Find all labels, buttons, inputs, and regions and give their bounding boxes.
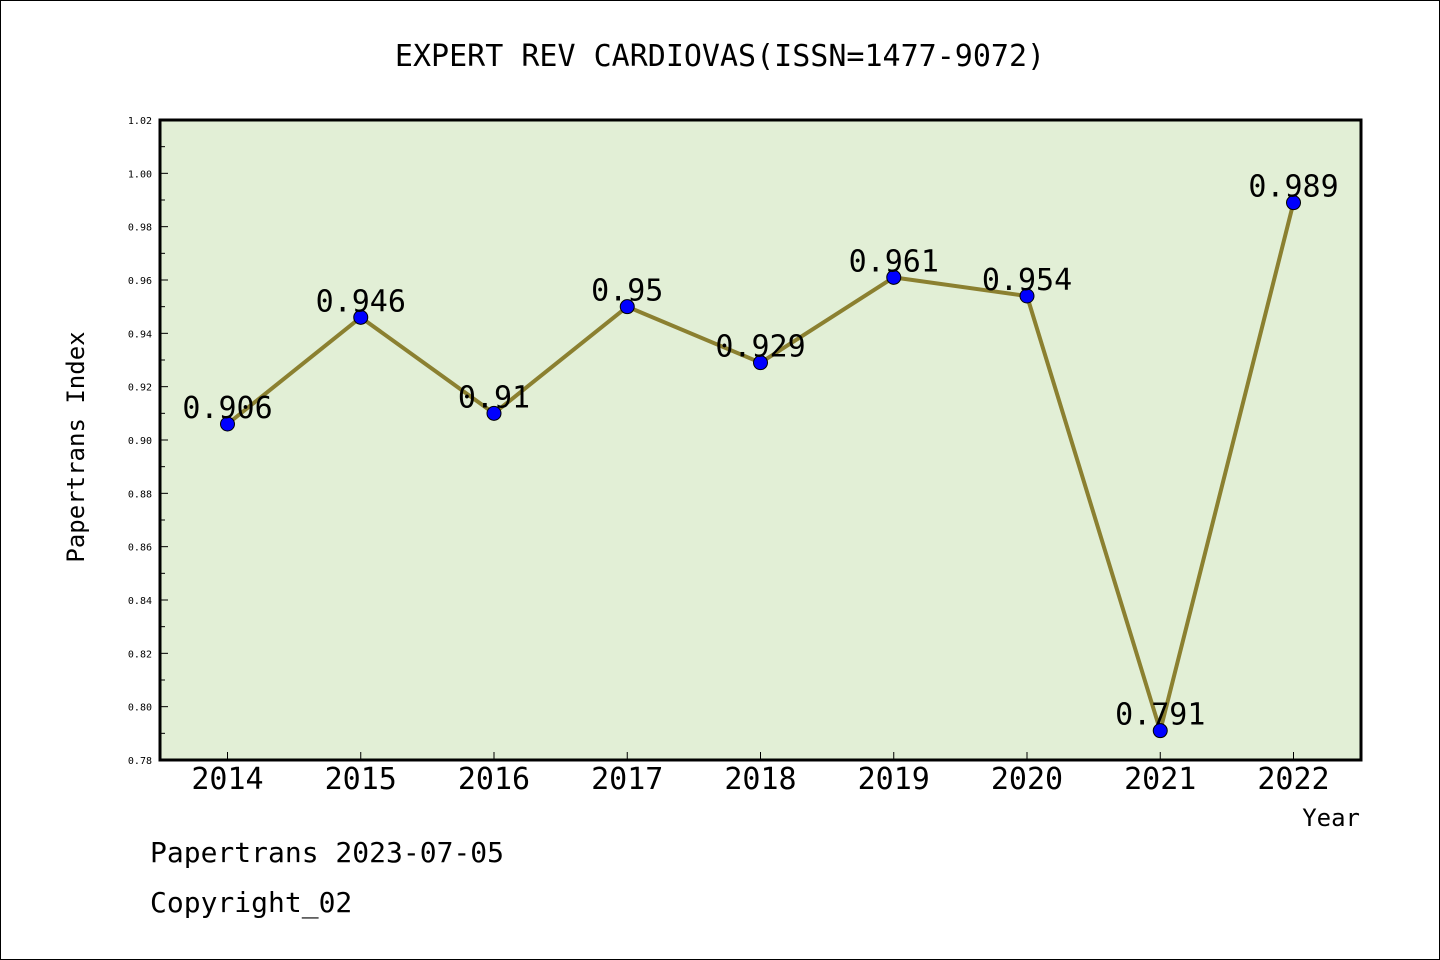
plot-area xyxy=(158,118,1363,762)
data-point xyxy=(886,269,902,285)
data-point xyxy=(753,355,768,371)
y-tick-label: 0.88 xyxy=(128,489,152,500)
x-tick-label: 2017 xyxy=(591,762,663,797)
y-tick-label: 0.96 xyxy=(128,276,152,287)
x-tick-label: 2022 xyxy=(1257,762,1329,797)
x-tick-label: 2015 xyxy=(325,762,397,797)
y-tick-label: 0.84 xyxy=(128,596,152,607)
data-point xyxy=(486,405,502,421)
y-tick-label: 0.90 xyxy=(128,436,152,447)
data-label: 0.989 xyxy=(1248,170,1338,205)
x-tick-label: 2018 xyxy=(724,762,796,797)
y-tick-label: 0.92 xyxy=(128,383,152,394)
x-tick-label: 2014 xyxy=(191,762,263,797)
data-label: 0.954 xyxy=(982,263,1072,298)
x-tick-label: 2016 xyxy=(458,762,530,797)
footer-copyright: Copyright_02 xyxy=(150,886,353,919)
x-axis-label: Year xyxy=(1302,804,1360,832)
x-tick-label: 2020 xyxy=(991,762,1063,797)
data-point xyxy=(1019,288,1035,304)
data-label: 0.791 xyxy=(1115,698,1205,733)
x-axis: 2014 2015 2016 2017 2018 2019 2020 2021 2022 xyxy=(191,752,1330,797)
data-point xyxy=(353,309,369,325)
y-tick-label: 1.00 xyxy=(128,169,152,180)
data-label: 0.961 xyxy=(849,244,939,279)
data-point xyxy=(1152,723,1168,739)
series-layer: 0.906 0.946 0.91 0.95 0.929 0.961 0.954 0.791 0.… xyxy=(182,170,1339,739)
y-tick-label: 0.80 xyxy=(128,703,152,714)
data-label: 0.91 xyxy=(458,380,530,415)
data-label: 0.946 xyxy=(316,284,406,319)
chart-title: EXPERT REV CARDIOVAS(ISSN=1477-9072) xyxy=(395,39,1045,74)
y-tick-label: 1.02 xyxy=(128,116,152,127)
y-tick-label: 0.86 xyxy=(128,543,152,554)
y-tick-label: 0.94 xyxy=(128,329,152,340)
y-tick-label: 0.78 xyxy=(128,756,152,767)
footer-date: Papertrans 2023-07-05 xyxy=(150,836,505,869)
data-point xyxy=(1286,195,1301,211)
data-point xyxy=(619,299,635,315)
x-tick-label: 2019 xyxy=(858,762,930,797)
y-axis-label: Papertrans Index xyxy=(62,331,90,562)
y-tick-label: 0.98 xyxy=(128,223,152,234)
y-axis: 0.78 0.80 0.82 0.84 0.86 0.88 0.90 0.92 0.94 0.96… xyxy=(128,116,168,767)
x-tick-label: 2021 xyxy=(1124,762,1196,797)
data-point xyxy=(220,416,235,432)
data-label: 0.95 xyxy=(591,274,663,309)
y-tick-label: 0.82 xyxy=(128,649,152,660)
data-label: 0.906 xyxy=(182,391,272,426)
data-label: 0.929 xyxy=(715,330,805,365)
